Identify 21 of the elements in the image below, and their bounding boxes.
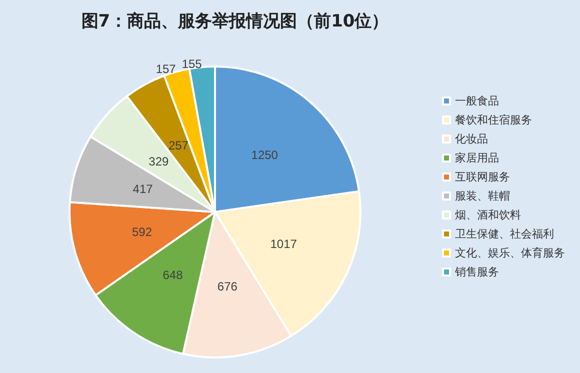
legend-label: 互联网服务	[455, 170, 510, 184]
data-label: 329	[148, 154, 170, 168]
data-label: 157	[156, 62, 176, 76]
data-label: 648	[162, 268, 184, 282]
legend-label: 化妆品	[455, 132, 488, 146]
legend-label: 餐饮和住宿服务	[455, 114, 532, 126]
legend-label: 一般食品	[455, 94, 499, 108]
legend-label: 服装、鞋帽	[455, 190, 510, 202]
data-label: 676	[217, 280, 238, 294]
data-label: 417	[132, 182, 154, 196]
data-label: 592	[132, 225, 152, 240]
data-label: 1250	[251, 148, 278, 162]
chart-title: 图7：商品、服务举报情况图（前10位）	[81, 12, 389, 32]
data-label: 257	[168, 138, 189, 153]
legend-label: 销售服务	[454, 266, 499, 278]
legend-label: 家居用品	[455, 152, 499, 164]
legend-label: 卫生保健、社会福利	[455, 228, 554, 240]
legend-label: 文化、娱乐、体育服务	[455, 246, 565, 260]
legend-label: 烟、酒和饮料	[455, 208, 521, 222]
data-label: 1017	[270, 237, 298, 252]
data-label: 155	[182, 57, 202, 72]
